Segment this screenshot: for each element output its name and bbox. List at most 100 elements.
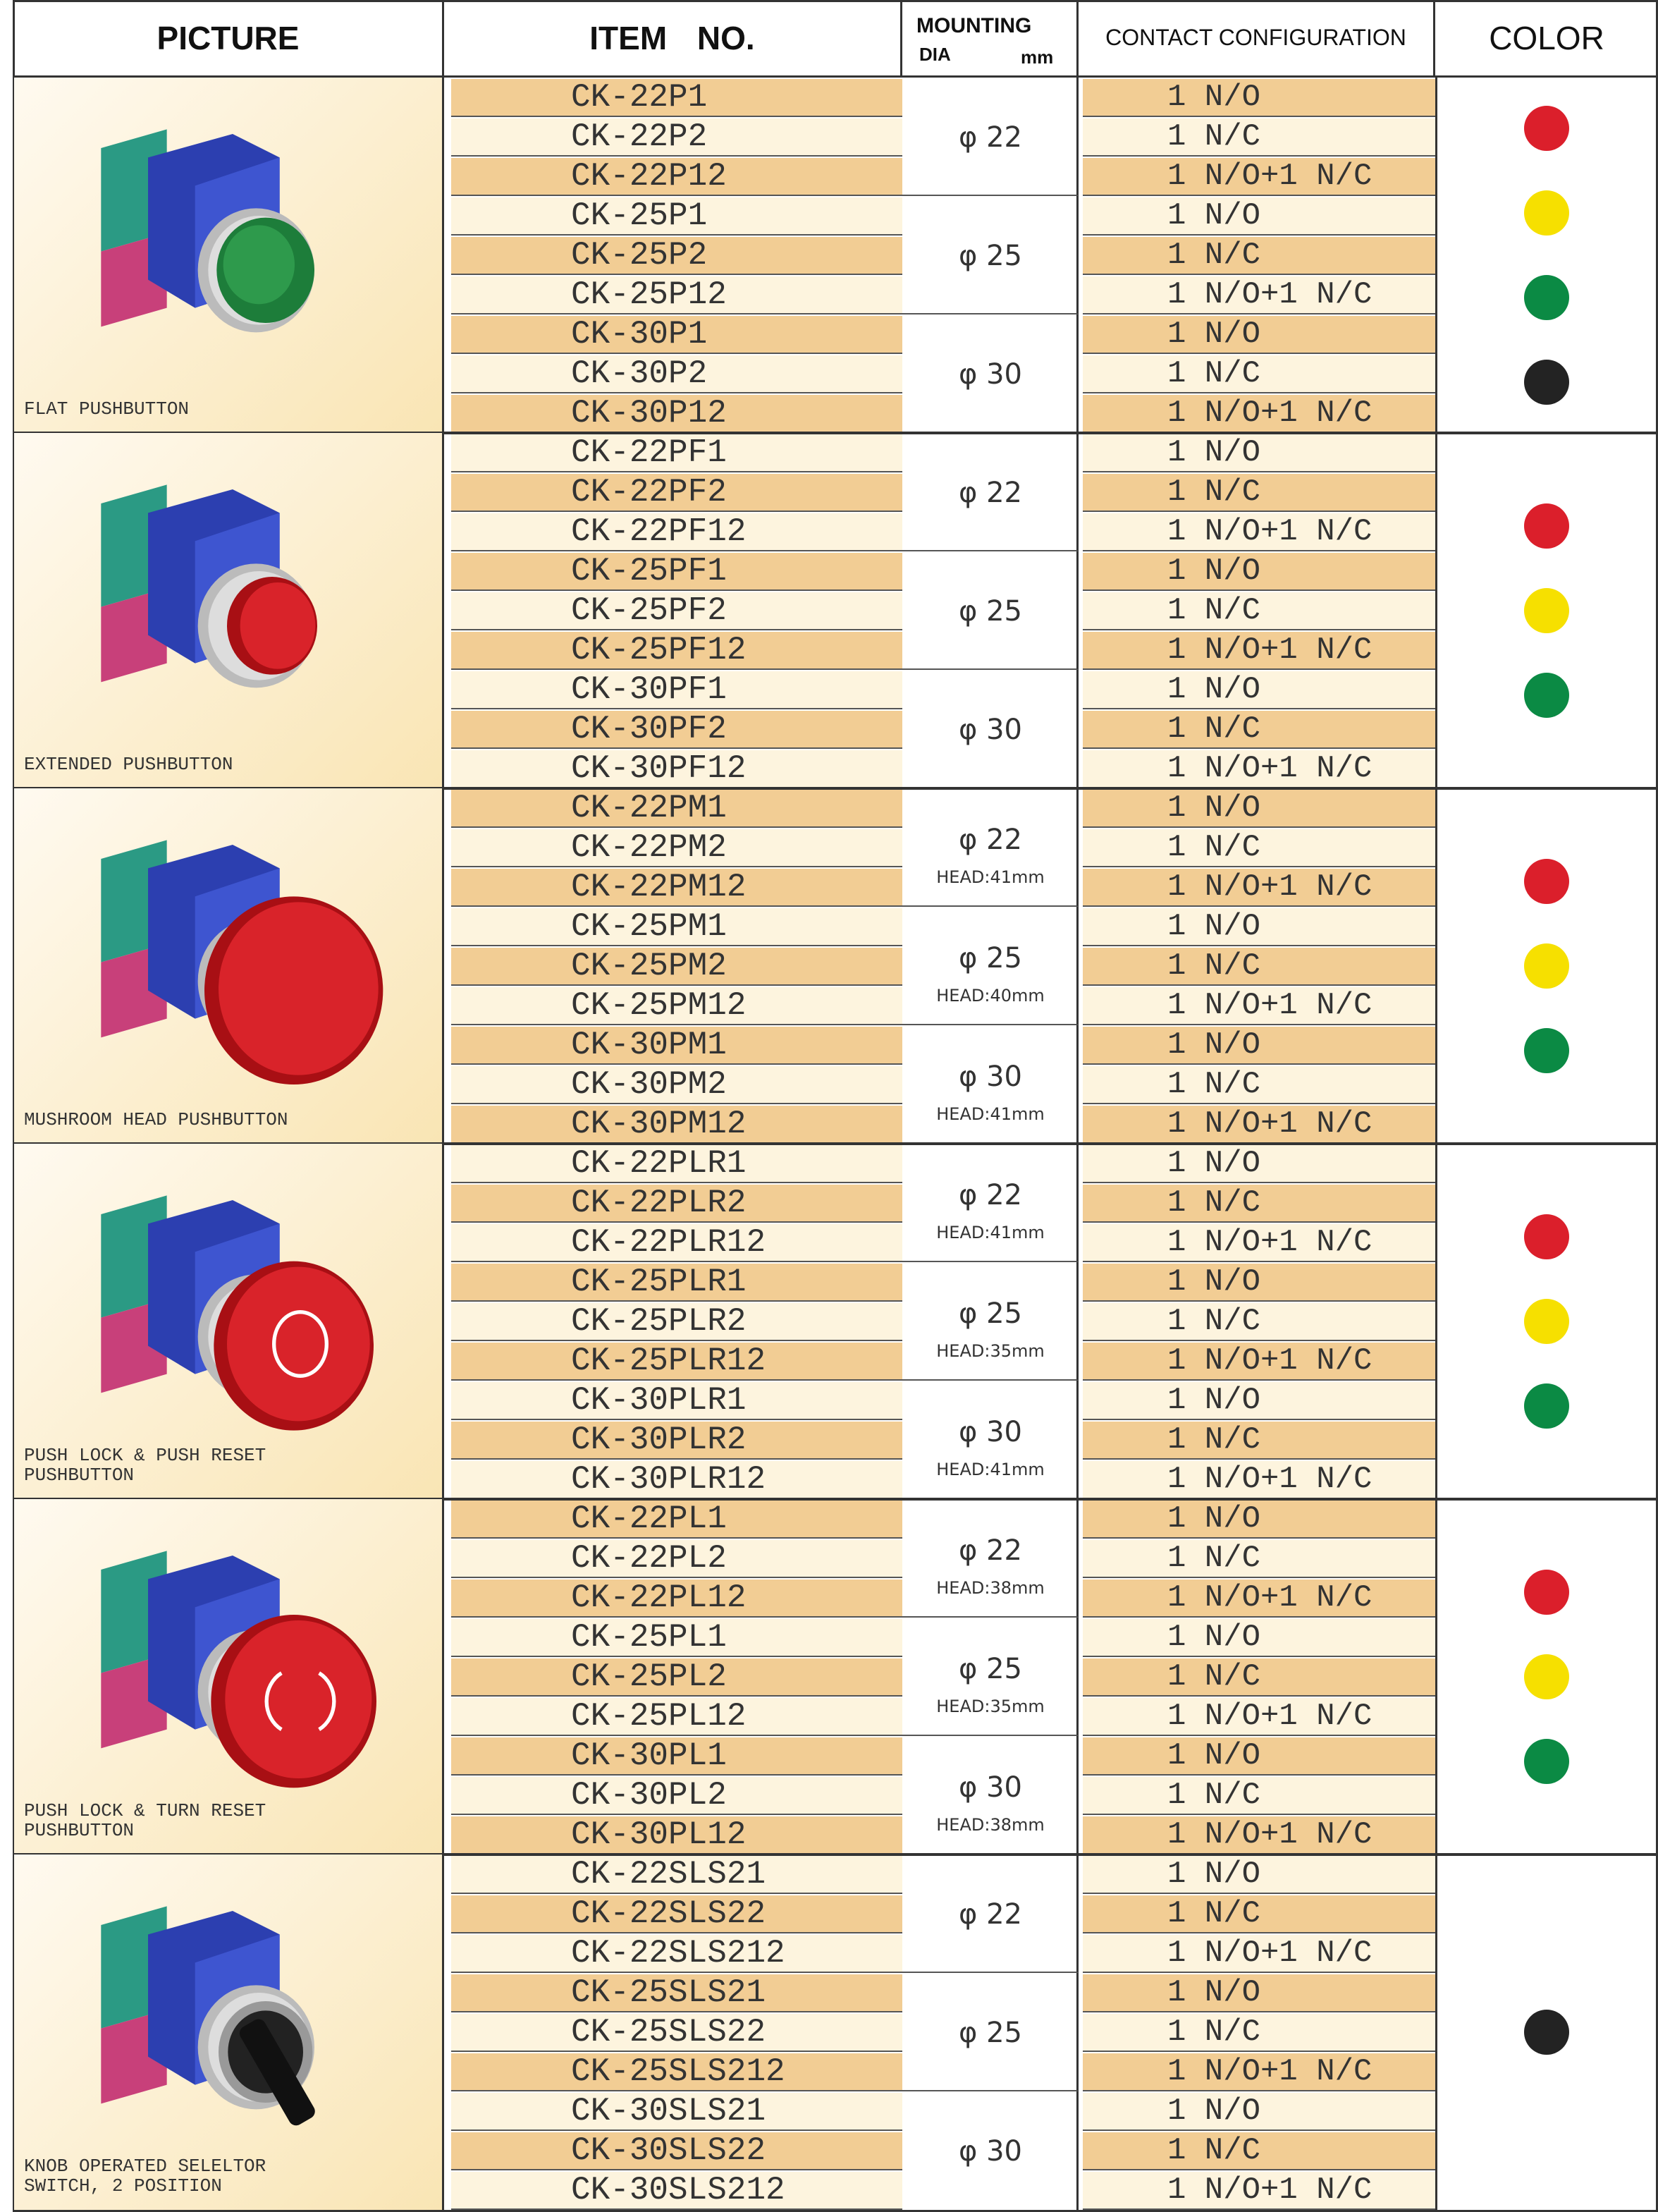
color-dot xyxy=(1524,503,1569,549)
mounting-dia: φ 30 xyxy=(902,1416,1079,1448)
item-number: CK-25PM1 xyxy=(451,908,902,946)
mounting-dia: φ 30 xyxy=(902,1061,1079,1093)
mounting-head: HEAD:35mm xyxy=(902,1341,1079,1361)
switch-illustration xyxy=(63,1158,402,1440)
mounting-head: HEAD:38mm xyxy=(902,1815,1079,1835)
picture-caption: SWITCH, 2 POSITION xyxy=(24,2176,222,2196)
contact-config: 1 N/C xyxy=(1083,1422,1435,1460)
item-number: CK-30PF2 xyxy=(451,711,902,749)
color-dot xyxy=(1524,1383,1569,1429)
mounting-dia: φ 25 xyxy=(902,595,1079,628)
item-number: CK-22PLR2 xyxy=(451,1185,902,1223)
color-dot xyxy=(1524,1299,1569,1344)
contact-config: 1 N/O+1 N/C xyxy=(1083,158,1435,196)
contact-config: 1 N/O xyxy=(1083,1737,1435,1776)
mounting-head: HEAD:35mm xyxy=(902,1697,1079,1716)
picture-caption: EXTENDED PUSHBUTTON xyxy=(24,754,233,774)
item-number: CK-25PF2 xyxy=(451,592,902,630)
contact-config: 1 N/O+1 N/C xyxy=(1083,1579,1435,1618)
item-number: CK-30SLS212 xyxy=(451,2172,902,2210)
catalog-page: PICTURE ITEM NO. MOUNTING DIA mm CONTACT… xyxy=(0,0,1658,2212)
color-dot xyxy=(1524,2010,1569,2055)
header-mounting: MOUNTING DIA mm xyxy=(902,0,1079,78)
color-dot xyxy=(1524,1739,1569,1784)
contact-config: 1 N/C xyxy=(1083,1066,1435,1104)
contact-config: 1 N/O xyxy=(1083,197,1435,236)
contact-config: 1 N/O+1 N/C xyxy=(1083,395,1435,433)
contact-config: 1 N/O+1 N/C xyxy=(1083,1343,1435,1381)
contact-config: 1 N/C xyxy=(1083,237,1435,275)
color-dot xyxy=(1524,275,1569,320)
contact-config: 1 N/O xyxy=(1083,1382,1435,1420)
color-dot xyxy=(1524,588,1569,633)
item-number: CK-30PF1 xyxy=(451,671,902,709)
item-number: CK-30PLR1 xyxy=(451,1382,902,1420)
item-number: CK-25PL2 xyxy=(451,1658,902,1697)
mounting-dia: φ 22 xyxy=(902,477,1079,509)
contact-config: 1 N/O xyxy=(1083,1264,1435,1302)
contact-config: 1 N/O+1 N/C xyxy=(1083,1224,1435,1262)
color-dot xyxy=(1524,1570,1569,1615)
item-number: CK-22SLS212 xyxy=(451,1935,902,1973)
mounting-dia: φ 22 xyxy=(902,1534,1079,1567)
illustration-shape xyxy=(240,582,316,669)
contact-config: 1 N/O xyxy=(1083,671,1435,709)
mounting-dia: φ 30 xyxy=(902,714,1079,746)
picture-caption: MUSHROOM HEAD PUSHBUTTON xyxy=(24,1110,288,1130)
contact-config: 1 N/C xyxy=(1083,474,1435,512)
contact-config: 1 N/O+1 N/C xyxy=(1083,2053,1435,2091)
mounting-dia: φ 22 xyxy=(902,121,1079,154)
mounting-head: HEAD:41mm xyxy=(902,1460,1079,1479)
illustration-shape xyxy=(227,1267,370,1422)
color-dot xyxy=(1524,1214,1569,1259)
item-number: CK-30PF12 xyxy=(451,750,902,788)
item-number: CK-30PM2 xyxy=(451,1066,902,1104)
picture-caption: PUSH LOCK & TURN RESET xyxy=(24,1801,266,1821)
item-number: CK-25PLR1 xyxy=(451,1264,902,1302)
item-number: CK-22PLR1 xyxy=(451,1145,902,1183)
header-mounting-dia: DIA xyxy=(919,44,951,66)
contact-config: 1 N/C xyxy=(1083,1658,1435,1697)
item-number: CK-22PL12 xyxy=(451,1579,902,1618)
item-number: CK-25PL12 xyxy=(451,1698,902,1736)
contact-config: 1 N/O+1 N/C xyxy=(1083,1698,1435,1736)
picture-caption: PUSH LOCK & PUSH RESET xyxy=(24,1446,266,1465)
contact-config: 1 N/O xyxy=(1083,316,1435,354)
mounting-dia: φ 30 xyxy=(902,358,1079,391)
item-number: CK-25PM2 xyxy=(451,948,902,986)
contact-config: 1 N/C xyxy=(1083,1895,1435,1933)
contact-config: 1 N/O xyxy=(1083,1974,1435,2012)
picture-caption: FLAT PUSHBUTTON xyxy=(24,399,189,419)
item-number: CK-22SLS21 xyxy=(451,1856,902,1894)
item-number: CK-30P12 xyxy=(451,395,902,433)
item-number: CK-22PF2 xyxy=(451,474,902,512)
contact-config: 1 N/O xyxy=(1083,1027,1435,1065)
item-number: CK-22PM12 xyxy=(451,869,902,907)
color-dot xyxy=(1524,190,1569,236)
mounting-dia: φ 30 xyxy=(902,2135,1079,2168)
contact-config: 1 N/C xyxy=(1083,948,1435,986)
switch-illustration xyxy=(63,802,402,1084)
switch-illustration xyxy=(63,1869,402,2151)
contact-config: 1 N/O+1 N/C xyxy=(1083,513,1435,551)
item-number: CK-22PM1 xyxy=(451,790,902,828)
mounting-dia: φ 25 xyxy=(902,942,1079,974)
header-item: ITEM NO. xyxy=(444,0,902,78)
picture-caption: PUSHBUTTON xyxy=(24,1821,134,1840)
item-number: CK-25SLS22 xyxy=(451,2014,902,2052)
item-number: CK-25PL1 xyxy=(451,1619,902,1657)
item-number: CK-22PL1 xyxy=(451,1501,902,1539)
mounting-head: HEAD:38mm xyxy=(902,1578,1079,1598)
item-number: CK-22PM2 xyxy=(451,829,902,867)
contact-config: 1 N/O+1 N/C xyxy=(1083,1461,1435,1499)
contact-config: 1 N/O+1 N/C xyxy=(1083,750,1435,788)
contact-config: 1 N/O xyxy=(1083,434,1435,472)
switch-illustration xyxy=(63,447,402,729)
item-number: CK-25PLR12 xyxy=(451,1343,902,1381)
item-number: CK-22PLR12 xyxy=(451,1224,902,1262)
color-dot xyxy=(1524,1028,1569,1073)
contact-config: 1 N/C xyxy=(1083,592,1435,630)
item-number: CK-30PL12 xyxy=(451,1816,902,1854)
mounting-dia: φ 25 xyxy=(902,1297,1079,1330)
item-number: CK-25SLS212 xyxy=(451,2053,902,2091)
